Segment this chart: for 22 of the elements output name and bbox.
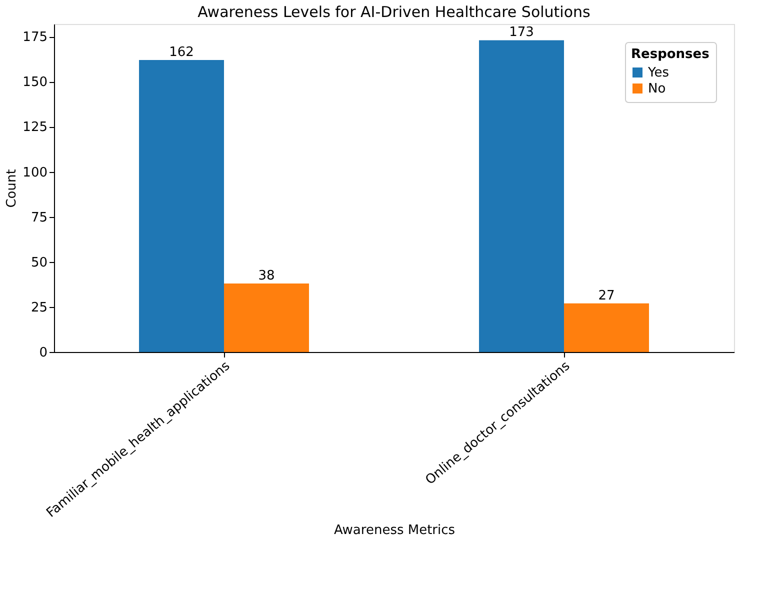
- y-tick-label: 25: [30, 300, 48, 316]
- legend-label: Yes: [647, 66, 670, 80]
- y-tick-label: 150: [22, 75, 48, 90]
- legend-label: No: [648, 82, 666, 96]
- bar: [224, 284, 309, 352]
- data-label: 173: [509, 25, 534, 40]
- y-tick-label: 0: [39, 346, 48, 360]
- data-label: 162: [169, 45, 194, 60]
- y-tick-label: 125: [22, 120, 48, 136]
- y-tick-label: 175: [22, 30, 48, 46]
- bar: [564, 303, 649, 352]
- bar: [139, 60, 224, 352]
- x-axis-title: Awareness Metrics: [334, 523, 456, 538]
- y-tick-label: 50: [30, 255, 48, 270]
- y-tick-label: 100: [22, 165, 48, 180]
- y-tick-label: 75: [30, 210, 48, 226]
- chart-title: Awareness Levels for AI-Driven Healthcare Solutions: [198, 3, 591, 21]
- data-label: 38: [258, 268, 275, 284]
- y-axis-title: Count: [4, 169, 20, 208]
- legend-title: Responses: [631, 47, 710, 62]
- bar: [479, 40, 564, 352]
- data-label: 27: [598, 288, 615, 304]
